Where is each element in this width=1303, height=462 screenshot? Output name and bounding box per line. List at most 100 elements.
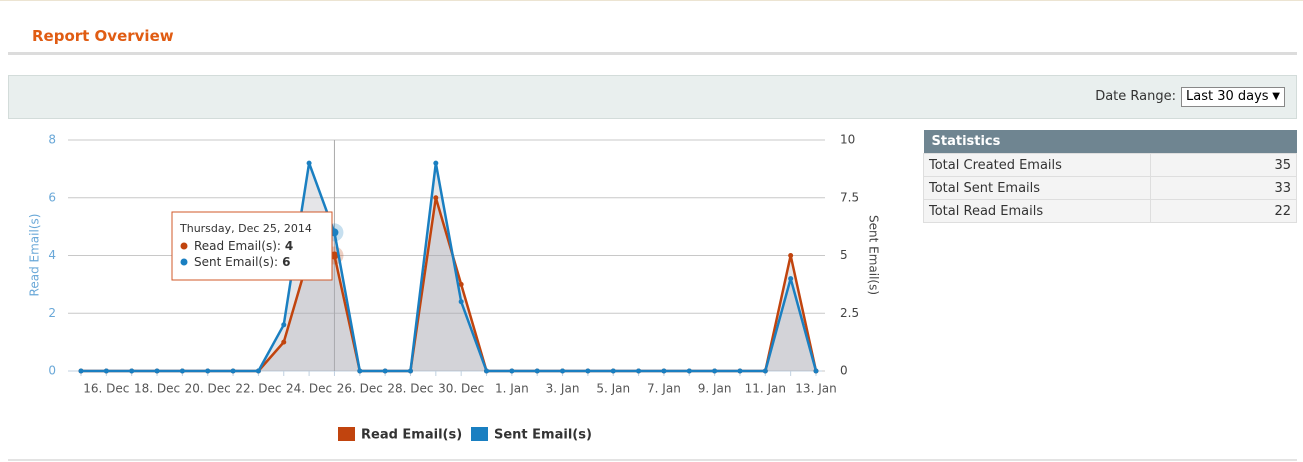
tooltip-row: Sent Email(s): 6: [194, 255, 290, 269]
x-tick-label: 20. Dec: [185, 382, 231, 396]
point: [458, 299, 464, 305]
point: [230, 368, 236, 374]
x-tick-label: 24. Dec: [286, 382, 332, 396]
point: [255, 368, 261, 374]
y-axis-label: Read Email(s): [28, 214, 42, 297]
area: [81, 163, 816, 371]
stat-label: Total Read Emails: [923, 199, 1151, 223]
y2-tick-label: 2.5: [840, 306, 859, 320]
point: [433, 160, 439, 166]
point: [509, 368, 515, 374]
point: [585, 368, 591, 374]
statistics-table: Statistics Total Created Emails 35 Total S…: [923, 130, 1297, 223]
point: [306, 160, 312, 166]
x-tick-label: 7. Jan: [647, 382, 681, 396]
point: [661, 368, 667, 374]
bottom-border: [8, 459, 1297, 461]
select-arrow: ▼: [1272, 91, 1280, 102]
line: [81, 161, 818, 373]
point: [382, 368, 388, 374]
x-tick-label: 9. Jan: [698, 382, 732, 396]
section-title: Report Overview: [32, 27, 174, 45]
x-tick-label: 28. Dec: [387, 382, 433, 396]
tooltip-dot: [180, 258, 188, 266]
x-tick-label: 22. Dec: [235, 382, 281, 396]
tooltip-value: 6: [282, 255, 290, 269]
filter-bar: Date Range: Last 30 days ▼: [8, 75, 1297, 119]
point: [610, 368, 616, 374]
legend-swatch: [338, 427, 355, 441]
point: [179, 368, 185, 374]
point: [560, 368, 566, 374]
stat-label: Total Created Emails: [923, 153, 1151, 177]
point: [129, 368, 135, 374]
point: [788, 276, 794, 282]
legend-label: Sent Email(s): [494, 428, 592, 443]
x-tick-label: 16. Dec: [83, 382, 129, 396]
point: [712, 368, 718, 374]
x-tick-label: 11. Jan: [745, 382, 786, 396]
date-range-label: Date Range:: [1095, 89, 1176, 104]
table-row: Total Created Emails 35: [923, 153, 1297, 177]
point: [737, 368, 743, 374]
x-tick-label: 18. Dec: [134, 382, 180, 396]
table-row: Total Sent Emails 33: [923, 176, 1297, 200]
y-tick-label: 0: [48, 364, 56, 378]
point: [458, 281, 464, 287]
x-tick-label: 13. Jan: [795, 382, 836, 396]
date-range-select[interactable]: Last 30 days ▼: [1181, 87, 1285, 107]
tooltip-label: Read Email(s):: [194, 239, 281, 253]
y-tick-label: 6: [48, 190, 56, 204]
point: [762, 368, 768, 374]
y-tick-label: 4: [48, 248, 56, 262]
y-tick-label: 2: [48, 306, 56, 320]
y-tick-label: 8: [48, 133, 56, 147]
point: [484, 368, 490, 374]
top-border: [0, 0, 1303, 1]
stat-label: Total Sent Emails: [923, 176, 1151, 200]
point: [281, 322, 287, 328]
point: [281, 339, 287, 345]
stat-value: 33: [1150, 176, 1297, 200]
point: [205, 368, 211, 374]
x-tick-label: 3. Jan: [546, 382, 580, 396]
tooltip: Thursday, Dec 25, 2014 Read Email(s): 4 Sen…: [171, 211, 333, 281]
point: [357, 368, 363, 374]
point: [78, 368, 84, 374]
legend-label: Read Email(s): [361, 428, 462, 443]
table-title: Statistics: [923, 130, 1297, 154]
table-row: Total Read Emails 22: [923, 199, 1297, 223]
stat-value: 35: [1150, 153, 1297, 177]
area: [81, 197, 816, 371]
select-value: Last 30 days: [1186, 89, 1269, 104]
y2-tick-label: 0: [840, 364, 848, 378]
tooltip-value: 4: [285, 239, 293, 253]
y2-tick-label: 7.5: [840, 190, 859, 204]
tooltip-label: Sent Email(s):: [194, 255, 278, 269]
y2-tick-label: 10: [840, 133, 855, 147]
point: [813, 368, 819, 374]
point: [103, 368, 109, 374]
x-tick-label: 30. Dec: [438, 382, 484, 396]
tooltip-row: Read Email(s): 4: [194, 239, 293, 253]
legend-swatch: [471, 427, 488, 441]
point: [433, 195, 439, 201]
tooltip-box: [171, 211, 333, 281]
table-header: Statistics: [923, 130, 1297, 154]
y2-tick-label: 5: [840, 248, 848, 262]
point: [686, 368, 692, 374]
point: [788, 253, 794, 258]
tooltip-title: Thursday, Dec 25, 2014: [179, 222, 312, 235]
point: [154, 368, 160, 374]
stat-value: 22: [1150, 199, 1297, 223]
point: [407, 368, 413, 374]
y2-axis-label: Sent Email(s): [867, 215, 881, 295]
tooltip-dot: [180, 242, 188, 250]
title-underline: [8, 52, 1297, 55]
x-tick-label: 26. Dec: [337, 382, 383, 396]
point: [636, 368, 642, 374]
point: [534, 368, 540, 374]
x-tick-label: 1. Jan: [495, 382, 529, 396]
